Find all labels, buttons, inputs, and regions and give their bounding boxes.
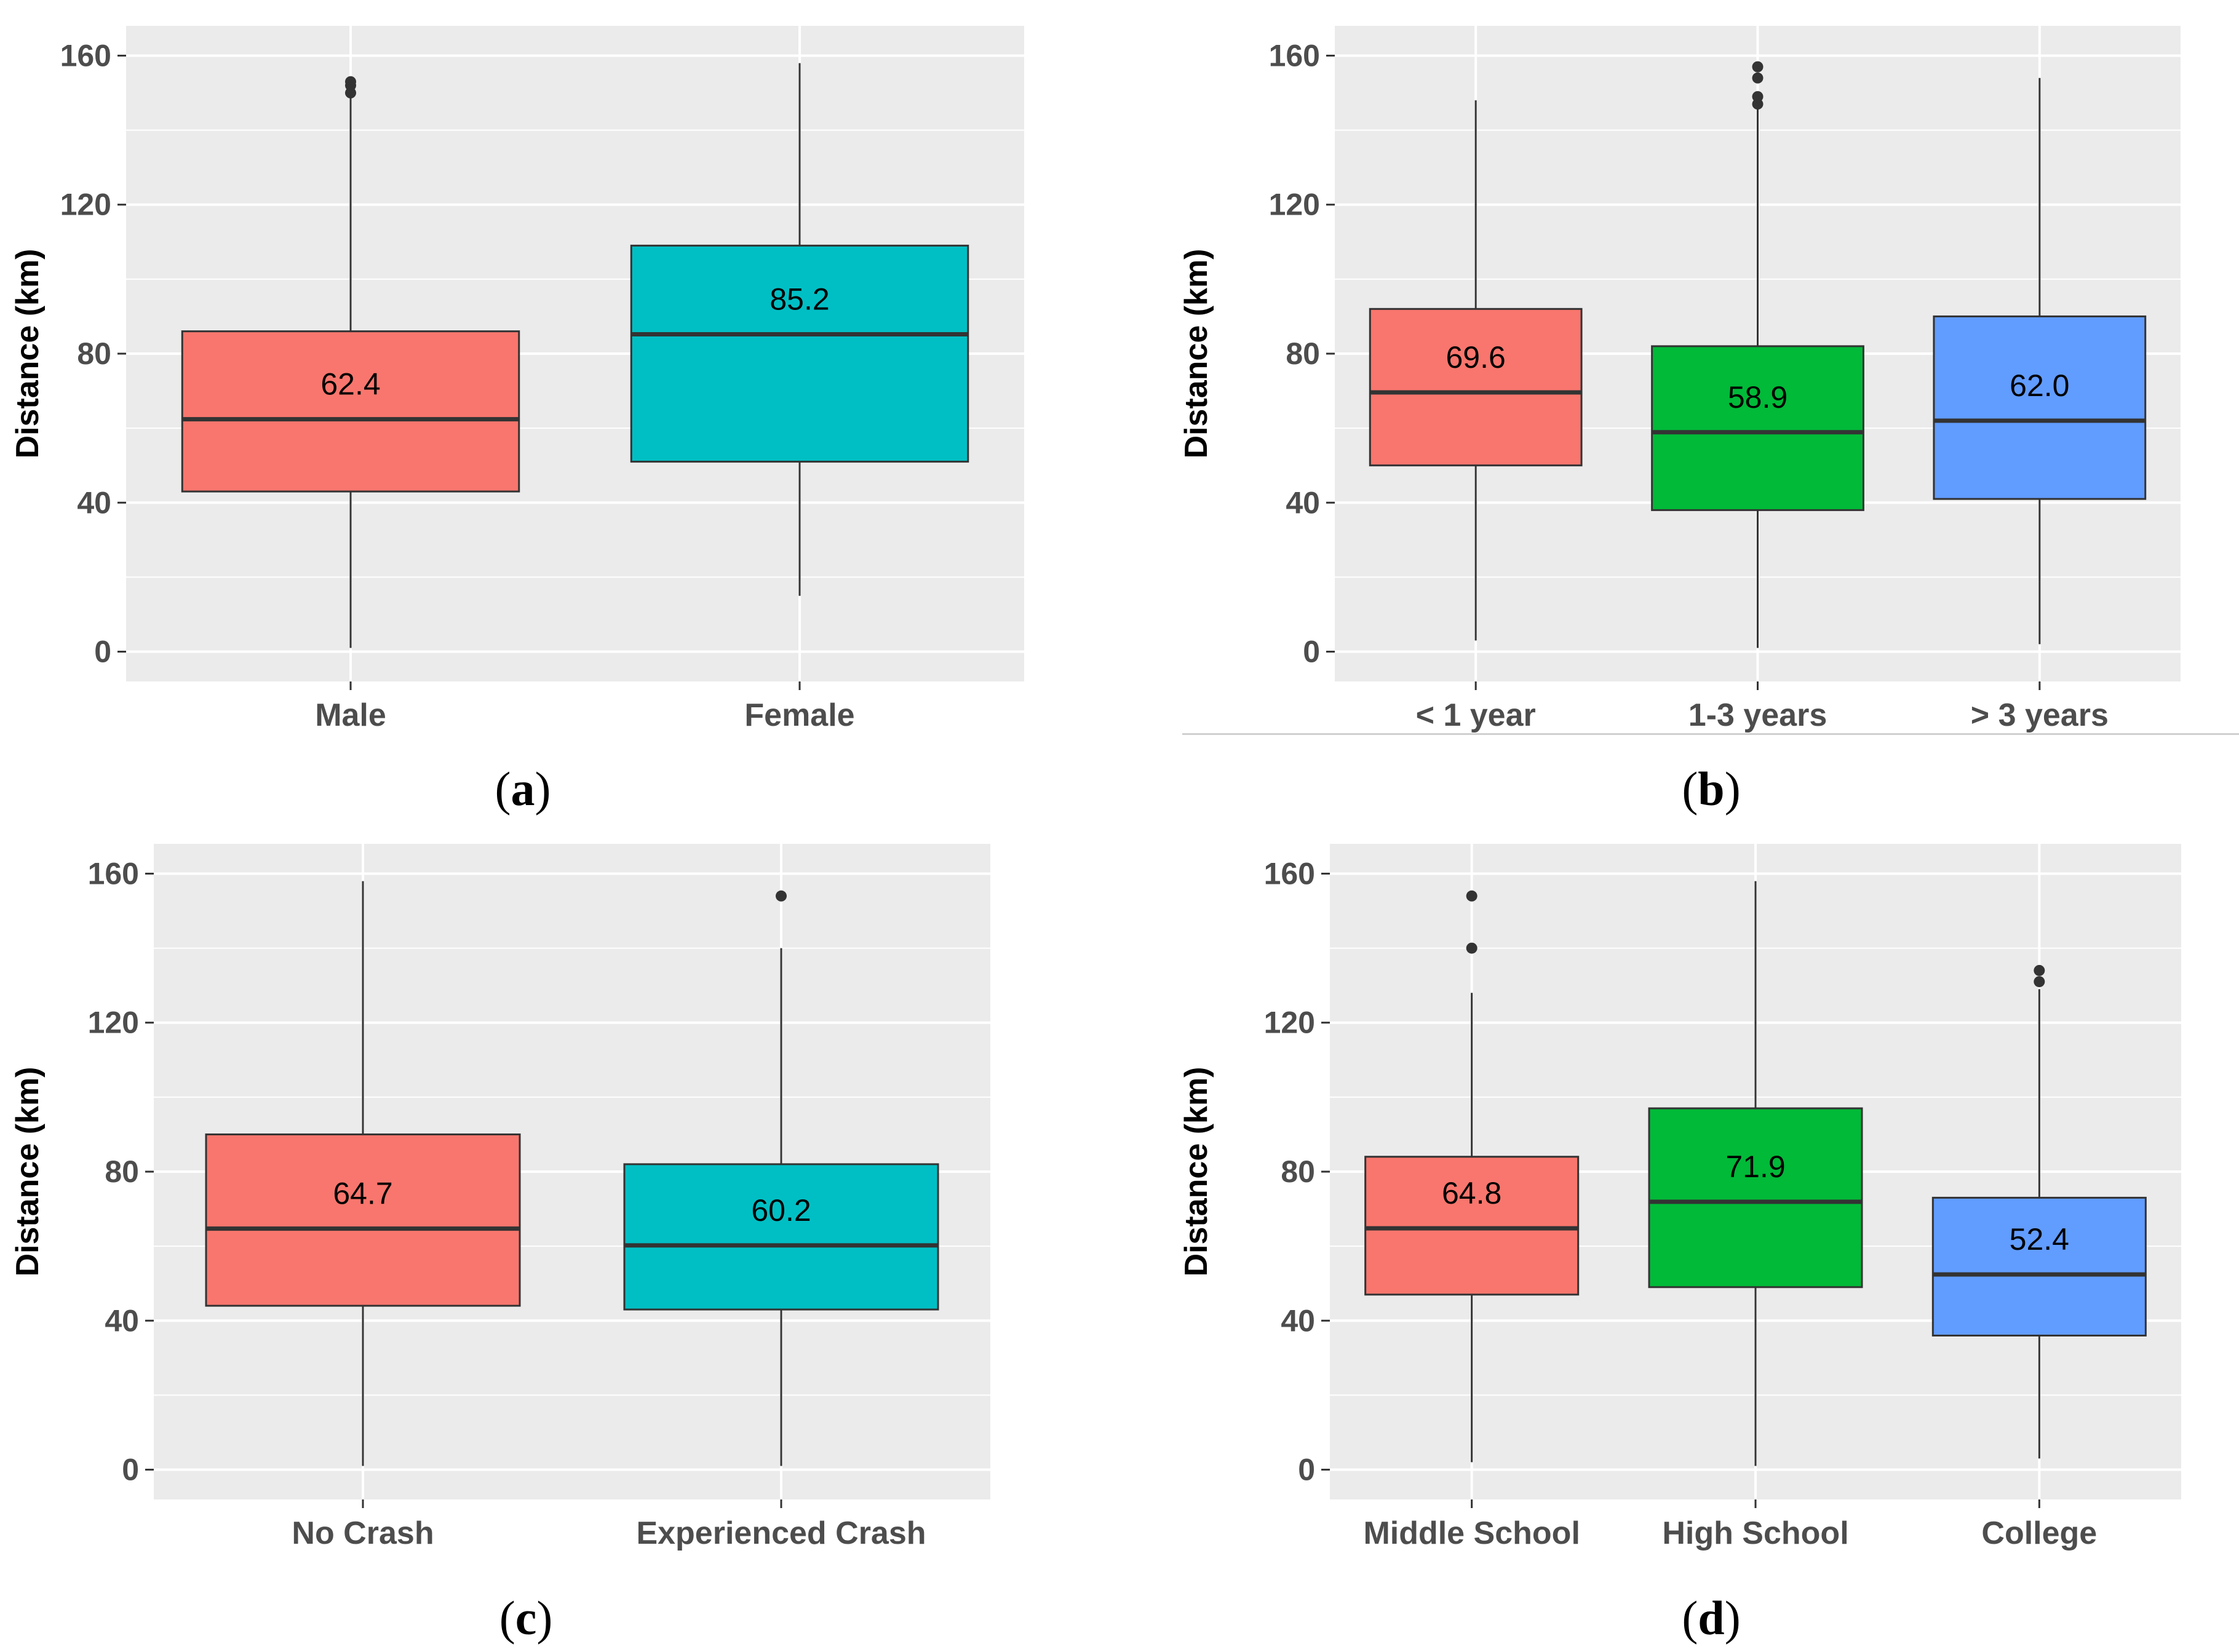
outlier-point bbox=[776, 890, 787, 902]
caption-b-letter: b bbox=[1698, 762, 1725, 816]
x-tick-label: Female bbox=[744, 697, 854, 733]
box-middle-school bbox=[1364, 1156, 1580, 1296]
y-tick-label: 160 bbox=[1264, 856, 1315, 891]
median-value-label: 58.9 bbox=[1728, 380, 1788, 415]
y-tick-label: 80 bbox=[1286, 336, 1320, 371]
caption-a-letter: a bbox=[511, 762, 535, 816]
box-1-3-years bbox=[1651, 345, 1864, 511]
chart-panel-a: 0 40 80 120 160 Male Female Distance (km) 62.4 85… bbox=[0, 0, 1107, 763]
x-tick-label: Middle School bbox=[1363, 1515, 1580, 1551]
x-tick-label: Experienced Crash bbox=[636, 1515, 926, 1551]
box-high-school bbox=[1648, 1107, 1863, 1289]
y-tick-label: 160 bbox=[1269, 38, 1320, 73]
y-tick-label: 0 bbox=[1303, 635, 1320, 669]
caption-c: (c) bbox=[499, 1591, 553, 1645]
median-value-label: 64.8 bbox=[1442, 1176, 1501, 1210]
box-no-crash bbox=[205, 1133, 521, 1307]
box--3-years bbox=[1933, 315, 2147, 500]
y-axis-title: Distance (km) bbox=[1179, 249, 1214, 459]
caption-d-letter: d bbox=[1698, 1591, 1725, 1645]
y-tick-label: 40 bbox=[77, 485, 111, 520]
y-tick-label: 120 bbox=[88, 1006, 139, 1040]
median-value-label: 71.9 bbox=[1725, 1150, 1785, 1184]
y-tick-label: 40 bbox=[1286, 485, 1320, 520]
y-axis-title: Distance (km) bbox=[10, 1067, 46, 1277]
box-experienced-crash bbox=[623, 1163, 939, 1311]
y-tick-label: 160 bbox=[60, 38, 111, 73]
panel-b-bottom-rule bbox=[1182, 733, 2239, 735]
y-tick-label: 120 bbox=[1264, 1006, 1315, 1040]
y-tick-label: 120 bbox=[1269, 188, 1320, 222]
box-female bbox=[630, 244, 969, 463]
boxplot-a: 0 40 80 120 160 Male Female Distance (km) 62.4 85… bbox=[10, 26, 1024, 733]
box--1-year bbox=[1369, 308, 1583, 467]
caption-c-letter: c bbox=[515, 1591, 537, 1645]
chart-panel-d: 0 40 80 120 160 Middle School High School Colle… bbox=[1169, 818, 2239, 1581]
outlier-point bbox=[345, 76, 356, 87]
caption-d: (d) bbox=[1682, 1591, 1741, 1645]
y-tick-label: 0 bbox=[1298, 1453, 1315, 1487]
chart-panel-c: 0 40 80 120 160 No Crash Experienced Crash Dist… bbox=[0, 818, 1107, 1581]
median-value-label: 62.4 bbox=[320, 367, 380, 402]
outlier-point bbox=[1752, 61, 1764, 73]
y-tick-label: 40 bbox=[105, 1303, 139, 1338]
median-value-label: 52.4 bbox=[2010, 1222, 2069, 1257]
median-value-label: 69.6 bbox=[1446, 340, 1506, 375]
median-value-label: 85.2 bbox=[770, 282, 829, 317]
box-college bbox=[1931, 1196, 2147, 1336]
boxplot-c: 0 40 80 120 160 No Crash Experienced Crash Dist… bbox=[10, 844, 990, 1551]
median-value-label: 64.7 bbox=[333, 1177, 392, 1211]
outlier-point bbox=[1466, 890, 1477, 902]
y-tick-label: 80 bbox=[77, 336, 111, 371]
median-value-label: 62.0 bbox=[2010, 368, 2069, 403]
x-tick-label: Male bbox=[315, 697, 386, 733]
x-tick-label: < 1 year bbox=[1416, 697, 1536, 733]
x-tick-label: > 3 years bbox=[1971, 697, 2109, 733]
chart-panel-b: 0 40 80 120 160 < 1 year 1-3 years > 3 years Dis… bbox=[1169, 0, 2239, 763]
y-tick-label: 40 bbox=[1281, 1303, 1315, 1338]
boxplot-d: 0 40 80 120 160 Middle School High School Colle… bbox=[1179, 844, 2181, 1551]
outlier-point bbox=[1752, 72, 1764, 84]
x-tick-label: No Crash bbox=[292, 1515, 434, 1551]
caption-a: (a) bbox=[495, 762, 551, 816]
outlier-point bbox=[1466, 942, 1477, 954]
x-tick-label: High School bbox=[1662, 1515, 1848, 1551]
y-axis-title: Distance (km) bbox=[1179, 1067, 1214, 1277]
outlier-point bbox=[2034, 976, 2045, 988]
y-tick-label: 0 bbox=[94, 635, 111, 669]
x-tick-label: 1-3 years bbox=[1688, 697, 1827, 733]
y-tick-label: 80 bbox=[105, 1154, 139, 1189]
outlier-point bbox=[2034, 964, 2045, 976]
caption-b: (b) bbox=[1682, 762, 1741, 816]
y-tick-label: 0 bbox=[122, 1453, 139, 1487]
y-tick-label: 120 bbox=[60, 188, 111, 222]
median-value-label: 60.2 bbox=[751, 1193, 811, 1228]
x-tick-label: College bbox=[1981, 1515, 2097, 1551]
y-tick-label: 160 bbox=[88, 856, 139, 891]
box-male bbox=[181, 330, 520, 493]
boxplot-b: 0 40 80 120 160 < 1 year 1-3 years > 3 years Dis… bbox=[1179, 26, 2181, 733]
y-axis-title: Distance (km) bbox=[10, 249, 46, 459]
y-tick-label: 80 bbox=[1281, 1154, 1315, 1189]
outlier-point bbox=[1752, 91, 1764, 103]
